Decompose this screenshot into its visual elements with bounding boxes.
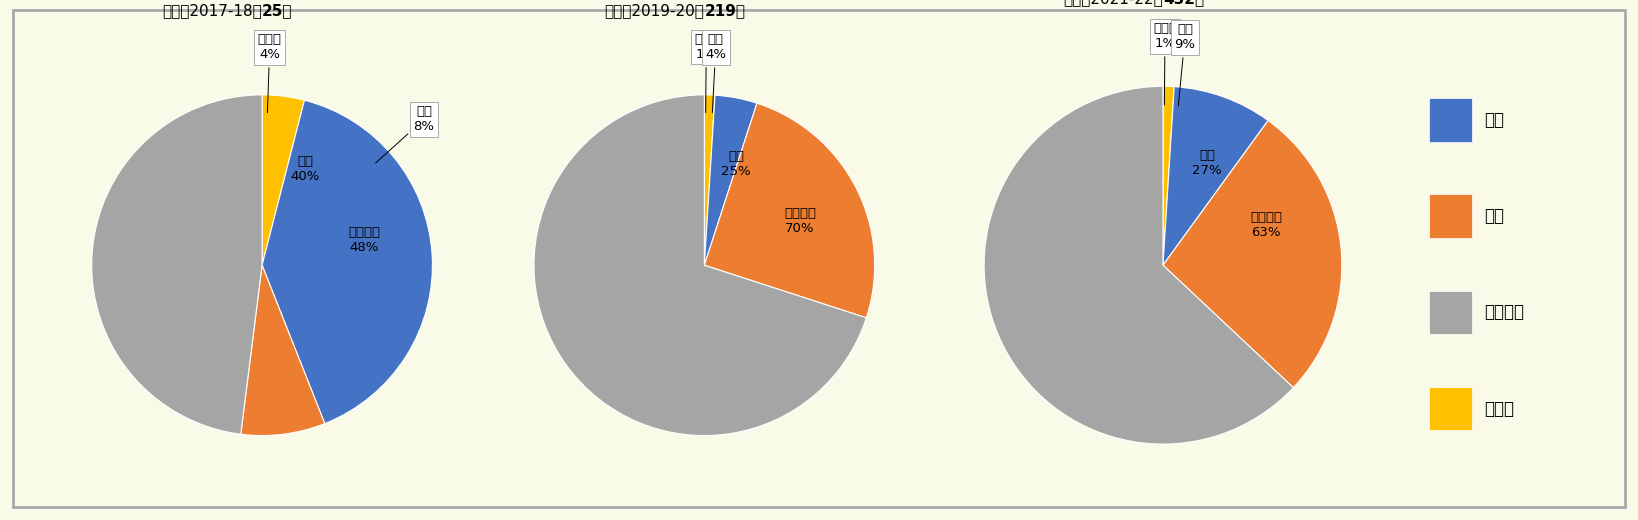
Text: その他
1%: その他 1% bbox=[695, 33, 717, 112]
Bar bbox=[1428, 291, 1473, 334]
Wedge shape bbox=[704, 95, 716, 265]
Text: その他
4%: その他 4% bbox=[257, 33, 282, 113]
Text: 実用
4%: 実用 4% bbox=[706, 33, 726, 113]
Text: （国内2017-18）: （国内2017-18） bbox=[162, 3, 262, 18]
Wedge shape bbox=[262, 100, 432, 424]
Wedge shape bbox=[1163, 87, 1268, 265]
Text: 研究開発
70%: 研究開発 70% bbox=[785, 206, 816, 235]
Wedge shape bbox=[1163, 121, 1342, 387]
Wedge shape bbox=[92, 95, 262, 434]
Bar bbox=[1428, 194, 1473, 238]
Wedge shape bbox=[262, 95, 305, 265]
Bar bbox=[1428, 387, 1473, 431]
Text: その他: その他 bbox=[1484, 399, 1514, 418]
Text: 実証
27%: 実証 27% bbox=[1192, 149, 1222, 177]
Text: 219件: 219件 bbox=[704, 3, 745, 18]
Text: 研究開発: 研究開発 bbox=[1484, 303, 1523, 321]
Text: その他
1%: その他 1% bbox=[1153, 22, 1178, 105]
Text: 実用
9%: 実用 9% bbox=[1174, 23, 1196, 106]
Text: 研究開発
63%: 研究開発 63% bbox=[1250, 211, 1283, 239]
Text: 実用
40%: 実用 40% bbox=[290, 155, 319, 183]
Wedge shape bbox=[534, 95, 867, 436]
Bar bbox=[1428, 98, 1473, 142]
Text: 実用: 実用 bbox=[1484, 111, 1504, 129]
Text: 432件: 432件 bbox=[1163, 0, 1204, 6]
Text: 実証: 実証 bbox=[1484, 207, 1504, 225]
Text: 実証
8%: 実証 8% bbox=[375, 105, 434, 163]
Text: （国内2021-22）: （国内2021-22） bbox=[1063, 0, 1163, 6]
Text: 25件: 25件 bbox=[262, 3, 293, 18]
Text: （国内2019-20）: （国内2019-20） bbox=[604, 3, 704, 18]
Wedge shape bbox=[241, 265, 324, 436]
Text: 研究開発
48%: 研究開発 48% bbox=[349, 226, 380, 254]
Wedge shape bbox=[704, 95, 757, 265]
Wedge shape bbox=[1163, 86, 1174, 265]
Wedge shape bbox=[984, 86, 1294, 444]
Wedge shape bbox=[704, 103, 875, 318]
Text: 実証
25%: 実証 25% bbox=[721, 150, 750, 178]
